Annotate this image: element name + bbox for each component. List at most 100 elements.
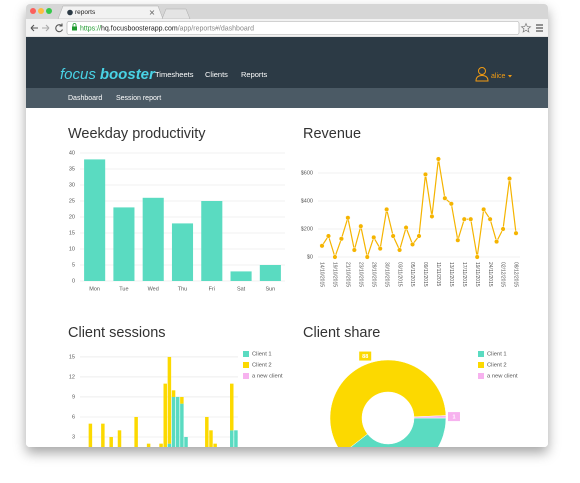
bar-segment: [167, 443, 172, 447]
bar-segment: [146, 443, 151, 447]
bar: [113, 207, 135, 281]
new-tab[interactable]: [161, 8, 191, 20]
legend-swatch: [478, 351, 484, 357]
bar-segment: [175, 396, 180, 447]
y-tick-label: 5: [72, 262, 75, 268]
point: [481, 206, 487, 212]
nav-item[interactable]: Reports: [241, 70, 268, 79]
legend-label: Client 1: [487, 352, 507, 358]
point: [319, 243, 325, 249]
data-label: 58: [406, 478, 412, 483]
bar-segment: [171, 390, 176, 397]
legend-label: a new client: [487, 374, 518, 380]
zoom-button[interactable]: [46, 8, 52, 14]
legend-swatch: [243, 362, 249, 368]
dashboard: [26, 108, 548, 447]
bar-segment: [209, 430, 213, 447]
x-tick-label: 14/10/2015: [319, 262, 325, 287]
tab-close[interactable]: [149, 10, 155, 15]
x-tick-label: 17/11/2015: [461, 262, 467, 287]
bar-segment: [205, 450, 208, 457]
x-tick-label: Sat: [237, 286, 246, 292]
legend-label: a new client: [252, 374, 283, 380]
y-tick-label: $200: [301, 226, 313, 232]
y-tick-label: 20: [69, 214, 75, 220]
bar-segment: [80, 450, 83, 457]
bar-segment: [180, 396, 184, 404]
x-tick-label: 28/10/2015: [370, 262, 376, 287]
bar: [142, 197, 164, 281]
tab[interactable]: [57, 5, 164, 20]
url: https://hq.focusboosterapp.com/app/repor…: [80, 25, 254, 32]
bar: [171, 223, 194, 281]
y-tick-label: 10: [69, 246, 75, 252]
nav-item[interactable]: Timesheets: [155, 70, 194, 79]
sub-nav-item[interactable]: Session report: [116, 95, 161, 102]
data-label-box: [359, 351, 372, 361]
x-tick-label: 03/11/2015: [396, 262, 402, 287]
legend-label: Client 2: [487, 363, 507, 369]
close-button[interactable]: [30, 8, 36, 14]
logo-focus: focus: [60, 66, 96, 83]
x-tick-label: 08/12/2015: [513, 262, 519, 287]
point: [455, 237, 461, 243]
point: [500, 226, 506, 232]
point: [442, 195, 448, 201]
point: [461, 216, 467, 222]
bar: [230, 271, 252, 281]
point: [474, 254, 480, 260]
url-scheme: https://: [80, 25, 101, 32]
forward-button[interactable]: [42, 24, 50, 32]
y-tick-label: 15: [69, 354, 75, 360]
logo[interactable]: focus booster: [60, 66, 156, 83]
bar: [259, 265, 281, 281]
point: [338, 236, 344, 242]
address-bar[interactable]: [66, 21, 520, 35]
x-tick-label: 19/10/2015: [332, 262, 338, 287]
x-tick-label: 24/11/2015: [487, 262, 493, 287]
user-caret[interactable]: [508, 75, 512, 78]
bar-segment: [163, 383, 167, 447]
x-tick-label: Wed: [148, 286, 159, 292]
bookmark-star[interactable]: [520, 22, 532, 33]
x-tick-label: 30/10/2015: [383, 262, 389, 287]
y-tick-label: 30: [69, 182, 75, 188]
legend-swatch: [478, 373, 484, 379]
point: [384, 206, 390, 212]
point: [435, 156, 441, 162]
bar-segment: [184, 436, 188, 447]
y-tick-label: 3: [72, 434, 75, 440]
x-tick-label: Tue: [119, 286, 128, 292]
data-label: 88: [362, 354, 368, 360]
bar-segment: [234, 430, 238, 447]
point: [345, 215, 351, 221]
legend-label: Client 1: [252, 352, 272, 358]
data-label: 1: [452, 414, 455, 420]
point: [416, 233, 422, 239]
bar-segment: [159, 450, 162, 457]
url-path: /app/reports#/dashboard: [178, 25, 254, 32]
point: [377, 246, 383, 252]
bar-segment: [88, 423, 93, 447]
bar-segment: [171, 396, 176, 447]
nav-item[interactable]: Clients: [205, 70, 228, 79]
user-icon[interactable]: [478, 67, 486, 75]
bar-segment: [167, 356, 172, 444]
menu-button[interactable]: [536, 24, 543, 32]
minimize-button[interactable]: [38, 8, 44, 14]
bar-segment: [205, 416, 209, 447]
x-tick-label: 02/12/2015: [500, 262, 506, 287]
y-tick-label: 15: [69, 230, 75, 236]
x-tick-label: 23/10/2015: [357, 262, 363, 287]
reload-button[interactable]: [55, 23, 64, 33]
y-tick-label: $0: [307, 254, 313, 260]
point: [332, 254, 338, 260]
point: [468, 216, 474, 222]
x-tick-label: 11/11/2015: [435, 262, 441, 287]
back-button[interactable]: [30, 24, 38, 32]
x-tick-label: Mon: [89, 286, 100, 292]
sub-nav-item[interactable]: Dashboard: [68, 95, 102, 102]
user-name[interactable]: alice: [491, 73, 506, 80]
chart-title: Client share: [303, 325, 380, 341]
